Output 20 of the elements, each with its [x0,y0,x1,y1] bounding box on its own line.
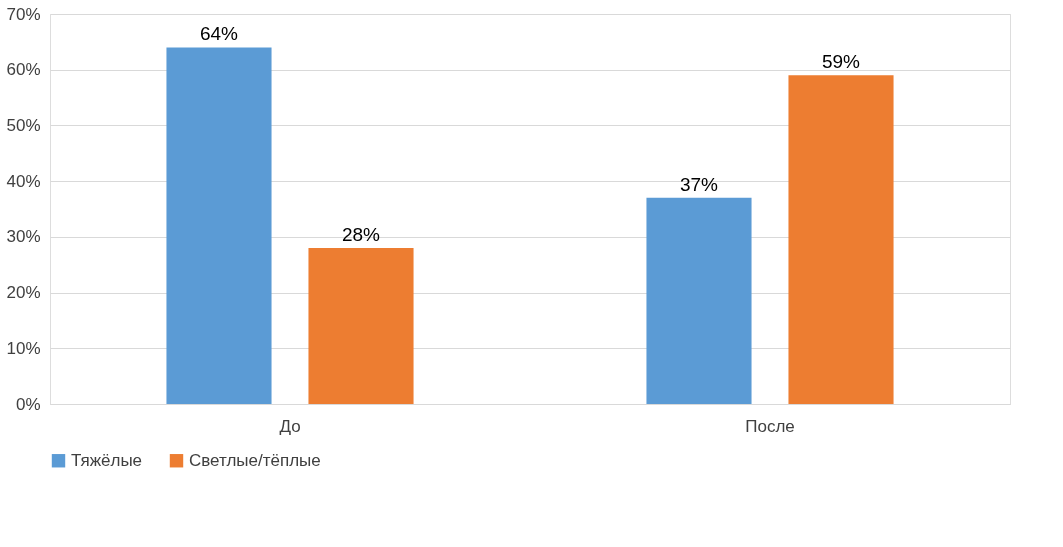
x-tick-label: До [279,416,301,436]
bar [166,47,272,404]
y-tick-label: 20% [6,283,41,303]
y-tick-label: 30% [6,227,41,247]
data-label: 37% [679,173,719,195]
y-tick-label: 50% [6,115,41,135]
data-label: 59% [821,51,861,73]
data-label: 64% [199,23,239,45]
y-tick-label: 60% [6,60,41,80]
bar [308,248,414,404]
y-tick-label: 10% [6,338,41,358]
legend-label: Светлые/тёплые [189,450,321,470]
y-tick-label: 70% [6,4,41,24]
bar [788,75,894,404]
bar [646,197,752,404]
y-tick-label: 40% [6,171,41,191]
data-label: 28% [341,224,381,245]
legend-label: Тяжёлые [71,450,143,470]
x-tick-label: После [745,416,795,436]
y-tick-label: 0% [15,394,41,414]
